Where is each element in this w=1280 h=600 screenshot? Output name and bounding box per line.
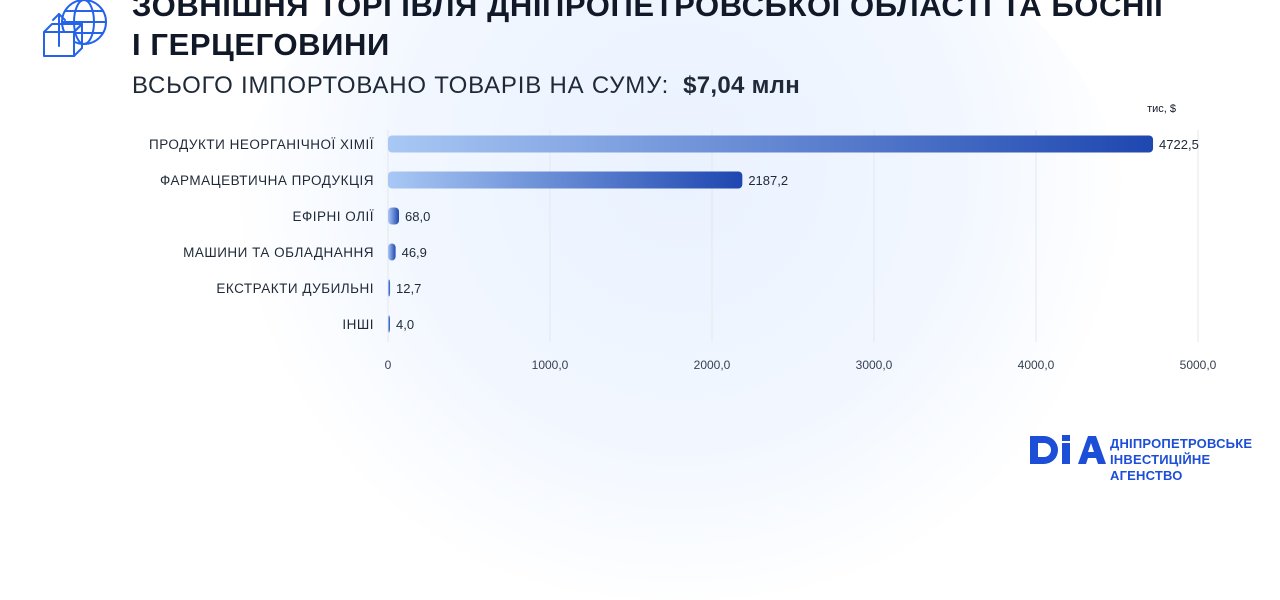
bar [388,207,400,225]
category-label: ФАРМАЦЕВТИЧНА ПРОДУКЦІЯ [160,173,374,188]
subtitle-label: ВСЬОГО ІМПОРТОВАНО ТОВАРІВ НА СУМУ: [132,72,670,99]
x-tick-label: 3000,0 [856,358,893,372]
title-line-1: ЗОВНІШНЯ ТОРГІВЛЯ ДНІПРОПЕТРОВСЬКОЇ ОБЛА… [132,0,1164,23]
subtitle: ВСЬОГО ІМПОРТОВАНО ТОВАРІВ НА СУМУ: $7,04… [132,72,800,100]
x-tick-label: 5000,0 [1180,358,1217,372]
value-label: 46,9 [402,245,427,260]
x-tick-label: 4000,0 [1018,358,1055,372]
globe-box-icon [43,0,107,57]
unit-label: тис, $ [1147,103,1176,115]
subtitle-total: $7,04 млн [683,72,800,99]
category-label: МАШИНИ ТА ОБЛАДНАННЯ [183,245,374,260]
value-label: 4722,5 [1159,137,1199,152]
bar-chart: 0 1000,0 2000,0 3000,0 4000,0 5000,0 тис, $ ПРО… [149,103,1217,372]
category-label: ПРОДУКТИ НЕОРГАНІЧНОЇ ХІМІЇ [149,137,374,152]
bar [388,279,391,297]
dia-logo [1030,435,1106,464]
bar [388,243,396,261]
x-tick-label: 0 [385,358,392,372]
value-label: 12,7 [396,281,421,296]
grid-lines [387,130,1199,342]
page-title: ЗОВНІШНЯ ТОРГІВЛЯ ДНІПРОПЕТРОВСЬКОЇ ОБЛА… [132,0,1163,64]
bar [388,135,1154,153]
labels: 0 1000,0 2000,0 3000,0 4000,0 5000,0 тис, $ ПРО… [149,103,1217,372]
value-label: 4,0 [396,317,414,332]
value-label: 2187,2 [748,173,788,188]
x-tick-label: 1000,0 [532,358,569,372]
logo-line-2: ІНВЕСТИЦІЙНЕ АГЕНСТВО [1110,452,1211,483]
bar [388,315,390,333]
value-label: 68,0 [405,209,430,224]
bar [388,171,743,189]
logo-text: ДНІПРОПЕТРОВСЬКЕ ІНВЕСТИЦІЙНЕ АГЕНСТВО [1110,436,1280,484]
x-tick-label: 2000,0 [694,358,731,372]
category-label: ЕФІРНІ ОЛІЇ [293,209,374,224]
bars [388,135,1154,333]
title-line-2: І ГЕРЦЕГОВИНИ [132,27,390,62]
category-label: ІНШІ [342,317,374,332]
category-label: ЕКСТРАКТИ ДУБИЛЬНІ [216,281,374,296]
logo-line-1: ДНІПРОПЕТРОВСЬКЕ [1110,436,1253,451]
